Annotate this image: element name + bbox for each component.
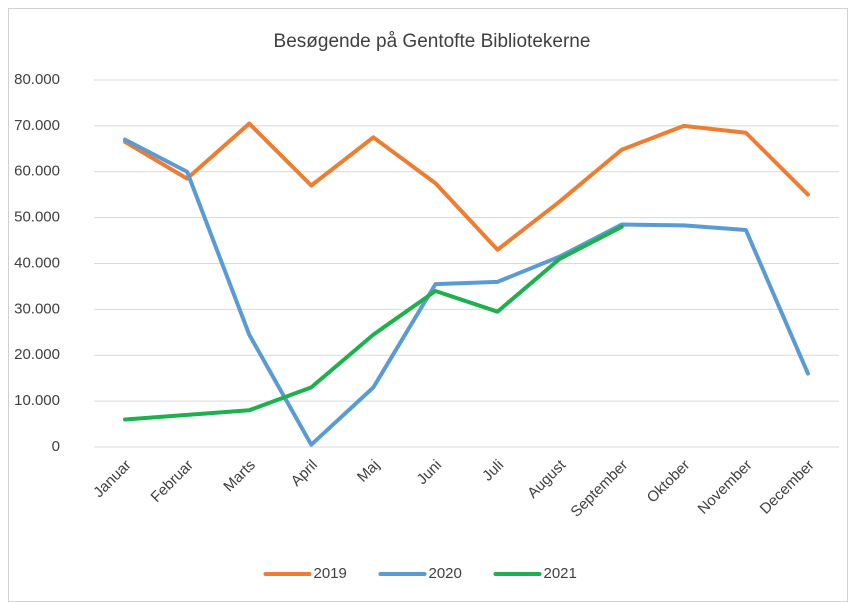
series-line — [123, 121, 810, 252]
y-tick-label: 20.000 — [14, 346, 60, 363]
series-line — [123, 224, 624, 422]
chart-title: Besøgende på Gentofte Bibliotekerne — [274, 31, 591, 52]
y-tick-label: 0 — [52, 438, 60, 455]
series-line — [123, 137, 810, 447]
legend-label: 2021 — [544, 565, 577, 582]
chart-frame — [8, 8, 848, 602]
y-tick-label: 40.000 — [14, 254, 60, 271]
legend-label: 2019 — [314, 565, 347, 582]
y-tick-label: 10.000 — [14, 392, 60, 409]
y-tick-label: 80.000 — [14, 71, 60, 88]
y-tick-label: 70.000 — [14, 117, 60, 134]
legend-label: 2020 — [429, 565, 462, 582]
y-tick-label: 50.000 — [14, 209, 60, 226]
y-tick-label: 60.000 — [14, 163, 60, 180]
y-tick-label: 30.000 — [14, 300, 60, 317]
